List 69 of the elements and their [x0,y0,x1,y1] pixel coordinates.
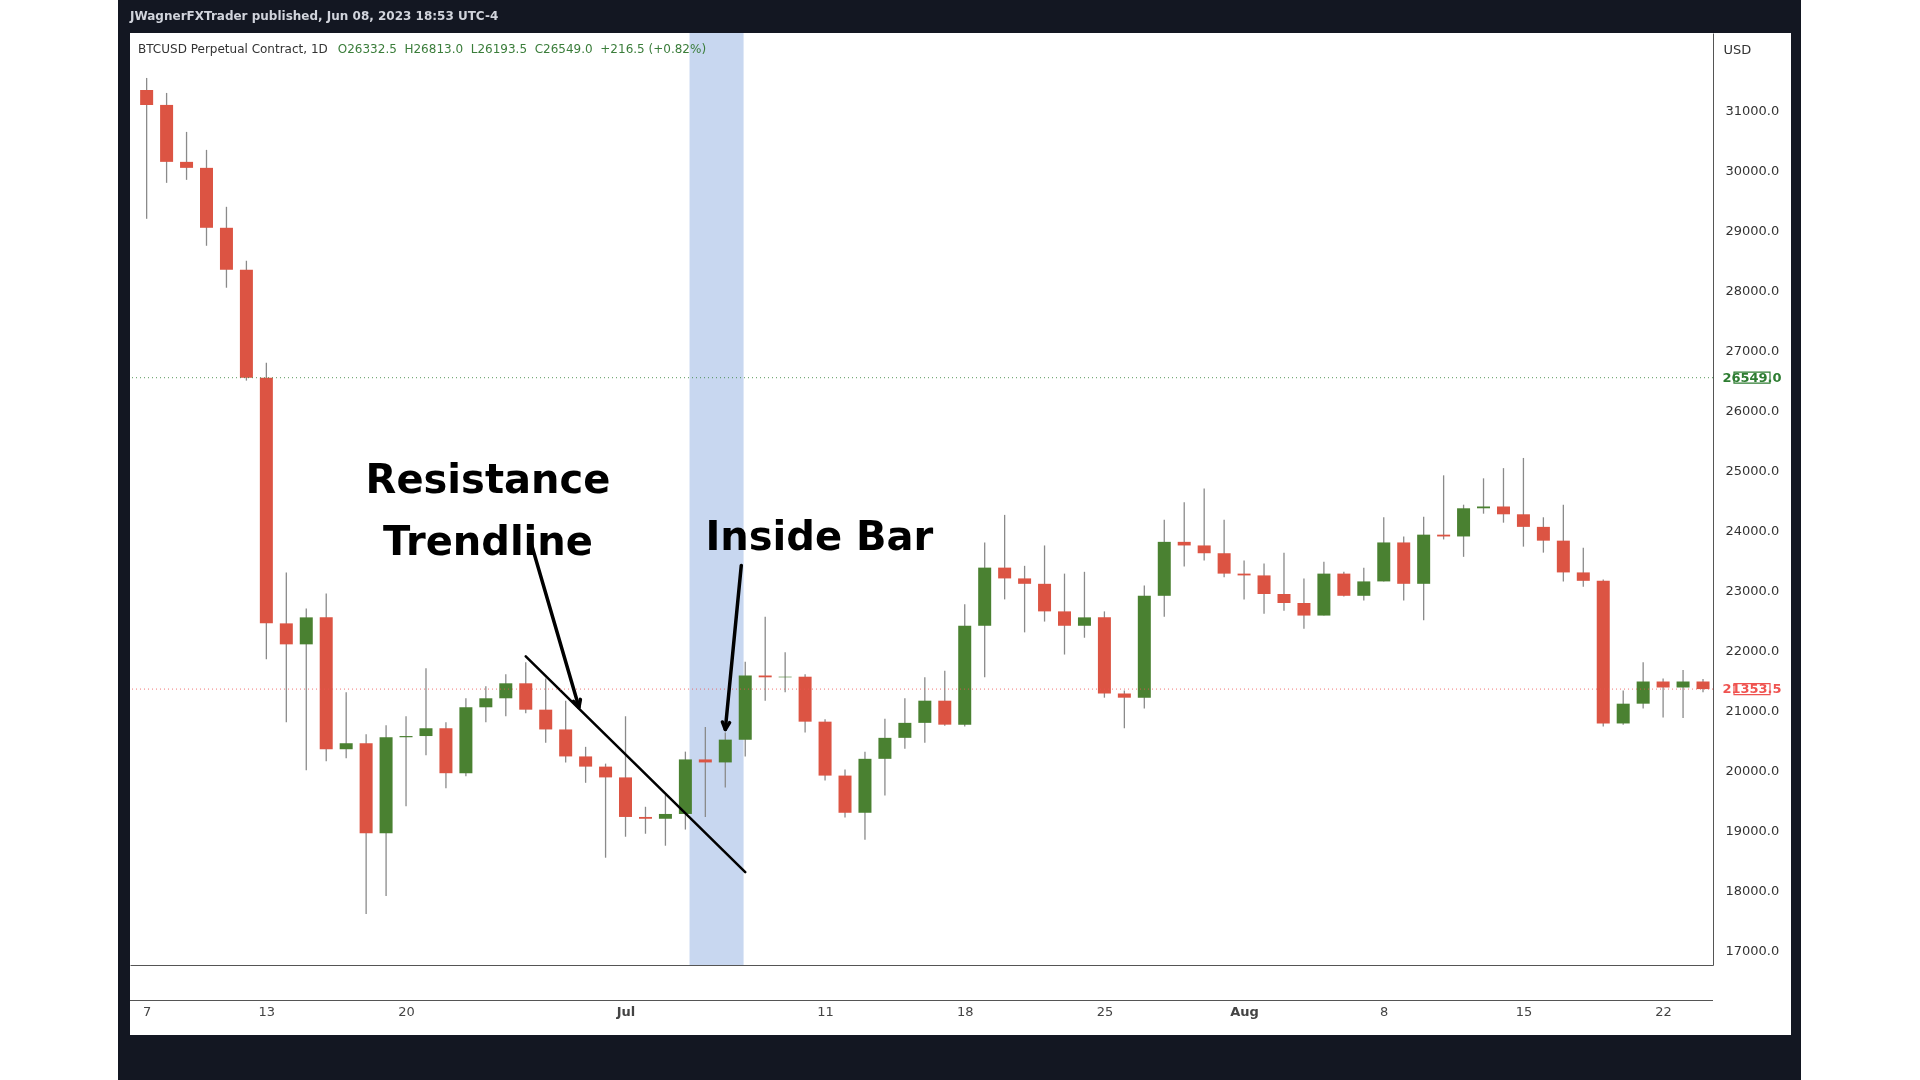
text: JWagnerFXTrader published, Jun 08, 2023 18:53 UTC-4 [130,9,499,23]
y-tick-label: 26000.0 [1725,403,1780,419]
candlestick [938,670,952,727]
y-tick-label: 29000.0 [1725,223,1780,239]
candlestick [1018,565,1032,634]
x-tick-label: 11 [817,1003,834,1019]
y-tick-label: 20000.0 [1725,762,1780,778]
candlestick [718,731,732,789]
y-tick-label: 18000.0 [1725,882,1780,898]
candlestick [638,806,652,835]
x-tick-label: Jul [615,1003,636,1019]
annotation: Resistance Trendline [365,456,611,565]
candlestick [878,718,892,797]
candlestick [1197,487,1211,562]
candlestick [1357,566,1371,602]
x-tick-label: 13 [258,1003,276,1019]
candlestick [898,697,912,750]
candlestick [1636,661,1650,710]
candlestick [1477,477,1491,515]
candlestick [1536,516,1550,554]
candlestick [599,762,613,859]
x-tick-label: Aug [1230,1003,1259,1019]
y-tick-label: 19000.0 [1725,822,1780,838]
candlestick [1217,519,1231,578]
candlestick [479,685,493,723]
candlestick [499,673,513,717]
candlestick [1257,562,1271,615]
candlestick [998,514,1012,601]
annotation: O26332.5 H26813.0 L26193.5 C26549.0 +216.5 (+0.82%) [337,42,707,56]
x-tick-label: 25 [1096,1003,1114,1019]
candlestick [339,691,353,759]
x-tick-label: 7 [143,1003,152,1019]
candlestick [1616,689,1630,726]
x-tick-label: 15 [1515,1003,1533,1019]
candlestick [1337,571,1351,598]
y-tick-label: 31000.0 [1725,103,1780,119]
candlestick [279,571,293,723]
candlestick [658,794,672,847]
candlestick [579,746,593,784]
candlestick [1516,457,1530,548]
candlestick [1576,547,1590,588]
candlestick [1058,572,1071,656]
y-tick-label: 28000.0 [1725,283,1780,299]
candlestick [1077,571,1091,639]
y-tick-label: 30000.0 [1725,163,1780,179]
y-tick-label: 21000.0 [1725,702,1780,718]
candlestick [1297,577,1311,630]
candlestick [918,676,932,744]
candlestick [539,677,553,744]
candlestick [180,131,194,181]
x-tick-label: 18 [956,1003,974,1019]
y-tick-label: 27000.0 [1725,343,1780,359]
y-tick-label: 24000.0 [1725,522,1780,538]
text: BTCUSD Perpetual Contract, 1D [138,42,328,56]
x-tick-label: 22 [1655,1003,1672,1019]
y-tick-label: 22000.0 [1725,642,1780,658]
candlestick [140,77,154,220]
y-tick-label: 17000.0 [1725,942,1780,958]
candlestick [419,667,433,756]
y-tick-label: 23000.0 [1725,582,1780,598]
y-tick-label: 25000.0 [1725,463,1780,479]
candlestick [1277,551,1291,612]
candlestick [1496,467,1510,524]
x-tick-label: 8 [1380,1003,1389,1019]
x-tick-label: 20 [398,1003,415,1019]
candlestick [698,726,712,818]
annotation: Inside Bar [705,513,934,560]
y-axis-title: USD [1723,41,1752,57]
candlestick [1117,689,1131,729]
